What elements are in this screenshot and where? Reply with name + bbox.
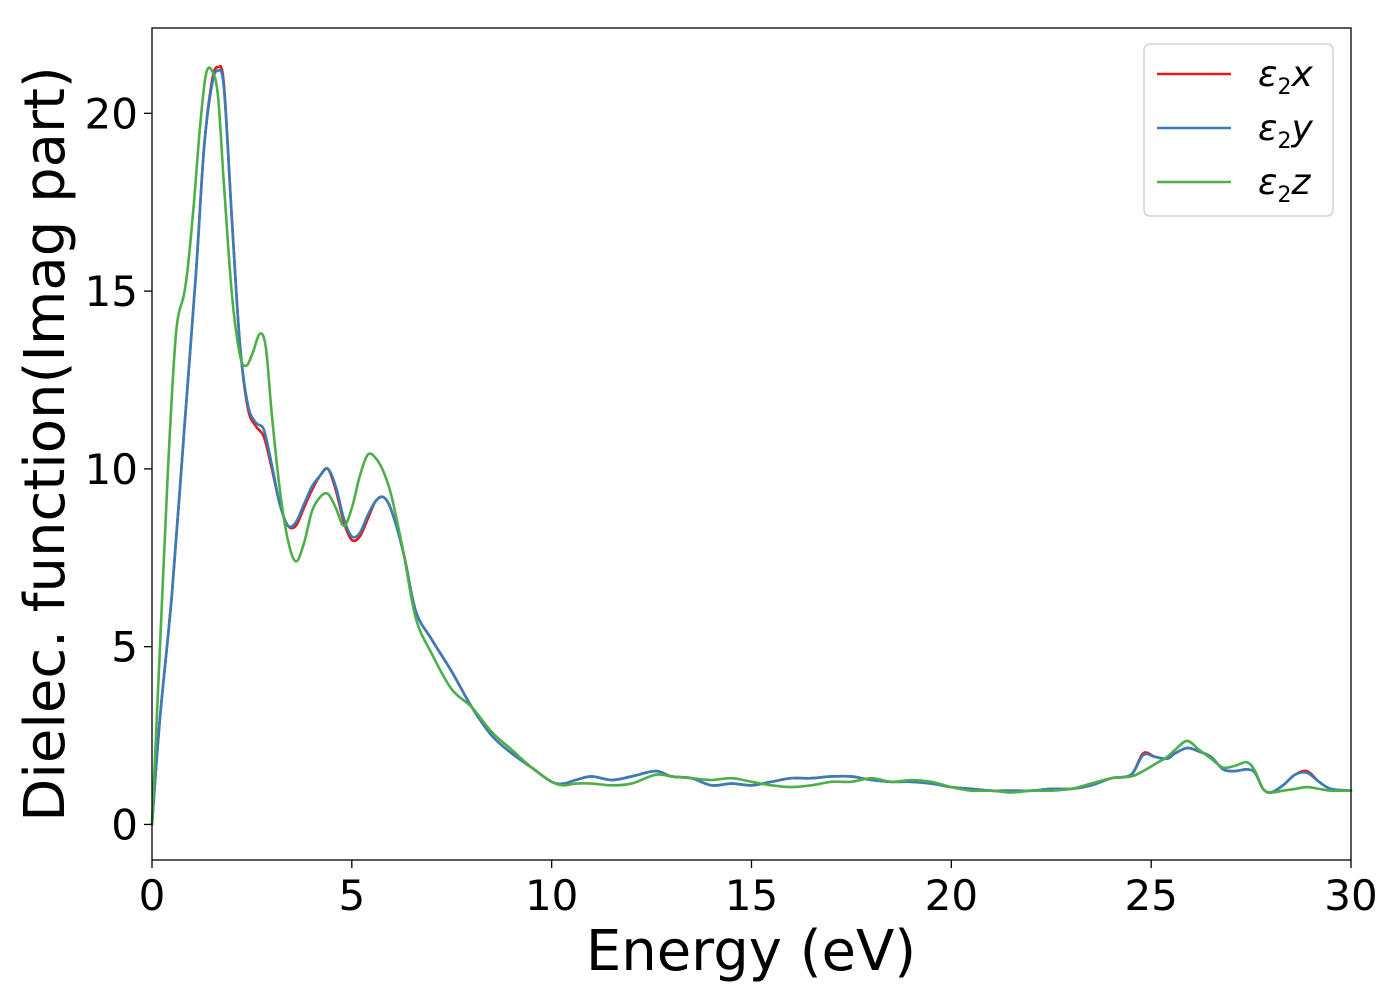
x-tick-label: 20 [925, 871, 978, 920]
y-tick-label: 10 [85, 445, 138, 494]
y-tick-label: 0 [111, 800, 138, 849]
y-axis-ticks: 0 5 10 15 20 [85, 89, 152, 849]
x-axis-label: Energy (eV) [586, 919, 916, 984]
x-tick-label: 15 [725, 871, 778, 920]
y-tick-label: 20 [85, 89, 138, 138]
y-axis-label: Dielec. function(Imag part) [13, 66, 78, 822]
legend-label-x: ε2x [1258, 54, 1313, 100]
legend-label-z: ε2z [1258, 162, 1311, 208]
legend-box [1143, 43, 1334, 217]
x-tick-label: 10 [525, 871, 578, 920]
x-tick-label: 5 [338, 871, 365, 920]
x-axis-ticks: 0 5 10 15 20 25 30 [139, 860, 1378, 920]
legend-label-y: ε2y [1258, 108, 1313, 154]
y-tick-label: 5 [111, 623, 138, 672]
x-tick-label: 30 [1324, 871, 1377, 920]
x-tick-label: 0 [139, 871, 166, 920]
series-line-z [150, 66, 1353, 826]
x-tick-label: 25 [1124, 871, 1177, 920]
series-layer [150, 64, 1353, 826]
series-line-y [150, 68, 1353, 826]
legend: ε2x ε2y ε2z [1143, 43, 1334, 217]
y-tick-label: 15 [85, 267, 138, 316]
